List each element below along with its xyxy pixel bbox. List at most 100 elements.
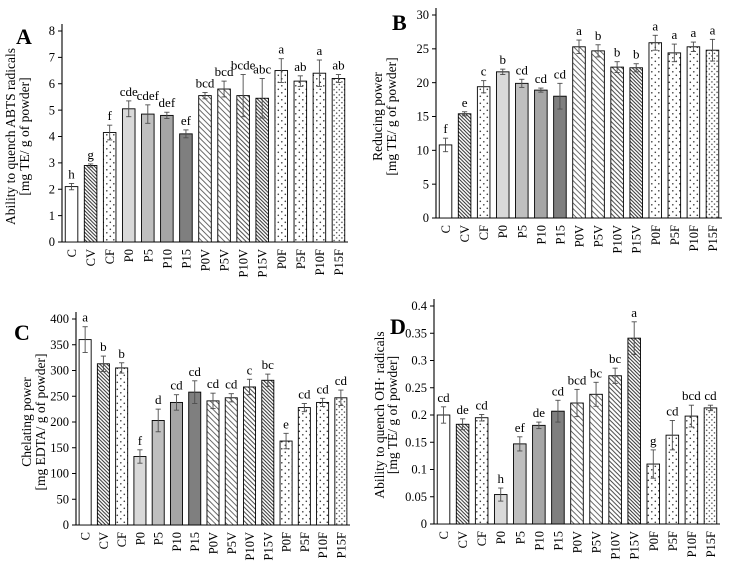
panel-letter-C: C (14, 320, 30, 345)
sig-letter-P15V: b (633, 47, 640, 62)
sig-letter-P0V: cd (207, 376, 220, 391)
sig-letter-C: f (443, 121, 448, 136)
y-tick-label: 100 (50, 467, 69, 481)
x-category-label-P5F: P5F (294, 249, 308, 269)
bar-P10F (312, 72, 327, 243)
y-tick-label: 15 (417, 110, 430, 124)
sig-letter-CF: b (118, 346, 125, 361)
y-tick-label: 400 (50, 312, 69, 326)
sig-letter-P10: def (159, 95, 176, 110)
bar-P15 (553, 95, 567, 219)
panel-letter-B: B (392, 10, 407, 35)
sig-letter-P5: ef (515, 420, 526, 435)
x-category-label-C: C (79, 532, 93, 540)
sig-letter-P15F: cd (335, 373, 348, 388)
y-tick-label: 5 (49, 103, 55, 117)
panel-letter-D: D (390, 314, 406, 339)
bar-P15F (703, 407, 718, 525)
bar-P5 (151, 420, 165, 526)
y-tick-label: 0 (63, 518, 69, 532)
sig-letter-P15F: ab (332, 58, 344, 73)
y-tick-label: 150 (50, 441, 69, 455)
x-category-label-P10F: P10F (313, 249, 327, 275)
bar-P5 (141, 113, 155, 243)
y-axis-label-line1: Ability to quench ABTS radicals (3, 48, 18, 225)
sig-letter-P0: f (138, 433, 143, 448)
bar-P0V (572, 46, 586, 219)
y-tick-label: 8 (49, 24, 55, 38)
x-category-label-P0V: P0V (207, 532, 221, 554)
bar-C (64, 186, 79, 243)
y-tick-label: 350 (50, 338, 69, 352)
x-category-label-P10: P10 (534, 225, 548, 244)
sig-letter-C: cd (437, 390, 450, 405)
sig-letter-P0: cde (120, 84, 138, 99)
bar-P10F (684, 415, 699, 525)
x-category-label-CF: CF (115, 532, 129, 547)
sig-letter-P5F: cd (666, 403, 679, 418)
bar-P10V (243, 386, 257, 526)
x-category-label-CF: CF (103, 249, 117, 264)
x-category-label-P15F: P15F (704, 531, 718, 557)
bar-P5V (589, 393, 603, 525)
bar-P5V (591, 50, 605, 219)
y-tick-label: 3 (49, 156, 55, 170)
bar-P10F (686, 46, 701, 219)
x-category-label-P10V: P10V (237, 249, 251, 277)
x-category-label-P10F: P10F (685, 531, 699, 557)
x-category-label-P5F: P5F (668, 225, 682, 245)
x-category-label-P15: P15 (179, 249, 193, 268)
bar-CV (96, 363, 110, 526)
y-axis-label-line2: [mg EDTA/ g of powder] (33, 354, 48, 491)
bar-CF (476, 86, 491, 219)
y-tick-label: 0.05 (405, 490, 427, 504)
bar-chart-C: C Chelating power [mg EDTA/ g of powder] 0 5… (14, 310, 350, 560)
bar-P10V (236, 95, 250, 243)
bar-P0 (133, 456, 147, 526)
bar-CF (102, 132, 117, 243)
sig-letter-P15F: a (710, 22, 716, 37)
sig-letter-P15V: a (631, 305, 637, 320)
x-category-label-CV: CV (456, 531, 470, 548)
y-tick-label: 0.15 (405, 435, 427, 449)
x-category-label-P0F: P0F (649, 225, 663, 245)
sig-letter-P0F: e (283, 416, 289, 431)
y-tick-label: 0.3 (411, 354, 427, 368)
sig-letter-P15V: abc (253, 61, 271, 76)
sig-letter-P5V: bc (590, 365, 603, 380)
x-category-label-P0F: P0F (647, 531, 661, 551)
x-category-label-P0: P0 (122, 249, 136, 262)
bar-P5V (217, 88, 231, 243)
sig-letter-CV: b (100, 339, 107, 354)
x-category-label-P5V: P5V (590, 531, 604, 553)
y-tick-label: 50 (57, 492, 70, 506)
bar-P5F (297, 407, 311, 526)
sig-letter-P5V: cd (225, 377, 238, 392)
sig-letter-CV: g (87, 147, 94, 162)
sig-letter-P15F: cd (704, 388, 717, 403)
bar-chart-B: B Reducing power [mg TE/ g of powder] 0 5 10 1… (370, 8, 722, 253)
y-tick-label: 0.4 (411, 299, 427, 313)
x-category-label-C: C (65, 249, 79, 257)
x-category-label-C: C (439, 225, 453, 233)
y-axis-label-line1: Ability to quench OH· radicals (372, 331, 387, 498)
bar-P0F (648, 42, 663, 219)
bar-P15F (705, 49, 720, 219)
x-category-label-CF: CF (475, 531, 489, 546)
bar-C (438, 144, 453, 219)
sig-letter-P15: cd (554, 66, 567, 81)
y-tick-label: 0.2 (411, 408, 427, 422)
y-axis-label-line1: Chelating power (19, 377, 34, 467)
sig-letter-P5V: bcd (215, 64, 234, 79)
y-tick-label: 300 (50, 364, 69, 378)
x-category-label-P15: P15 (551, 531, 565, 550)
x-category-label-P10V: P10V (243, 532, 257, 560)
y-tick-label: 25 (417, 42, 430, 56)
bar-C (78, 339, 92, 526)
x-category-label-P5F: P5F (666, 531, 680, 551)
x-category-label-P5: P5 (152, 532, 166, 545)
bar-P10 (532, 424, 546, 525)
x-category-label-P5F: P5F (298, 532, 312, 552)
x-category-label-P5: P5 (141, 249, 155, 262)
sig-letter-CF: c (481, 64, 487, 79)
